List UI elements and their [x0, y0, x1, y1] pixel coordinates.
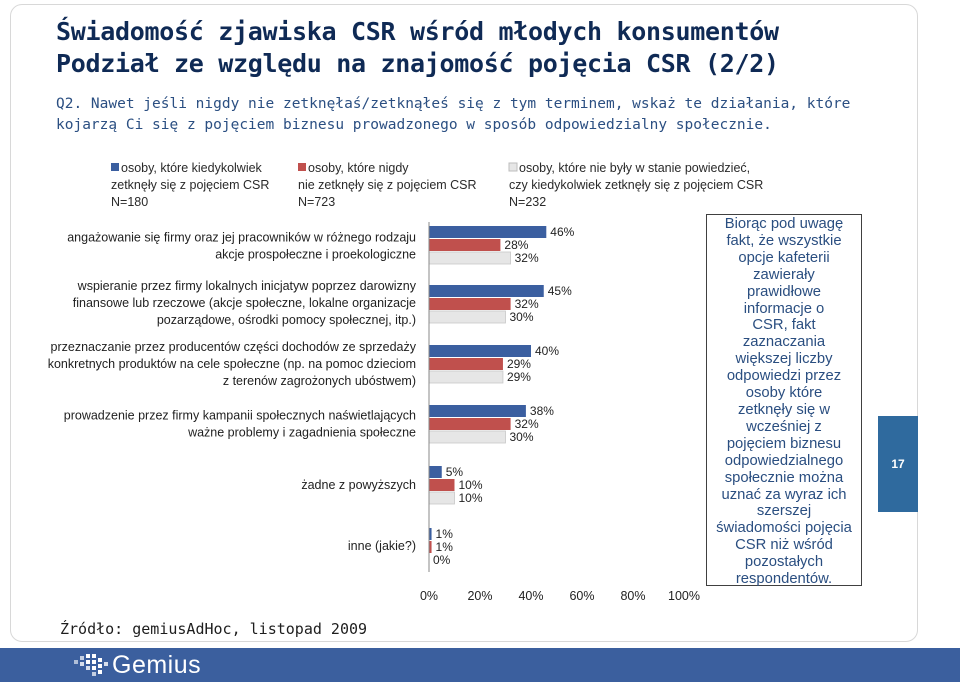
category-label: angażowanie się firmy oraz jej pracownik… — [67, 231, 416, 245]
legend-entry: N=232 — [509, 195, 546, 209]
bar — [428, 491, 455, 505]
x-tick-label: 40% — [518, 589, 543, 603]
note-line: większej liczby — [735, 351, 833, 368]
note-line: świadomości pojęcia — [716, 520, 852, 537]
title-line-2: Podział ze względu na znajomość pojęcia … — [56, 49, 779, 78]
note-line: prawidłowe — [746, 283, 822, 300]
value-label: 46% — [550, 225, 574, 239]
value-label: 28% — [504, 238, 528, 252]
x-tick-label: 0% — [420, 589, 438, 603]
legend-swatch — [111, 163, 119, 171]
note-line: odpowiedzi przez — [726, 368, 842, 385]
note-line: respondentów. — [735, 571, 833, 588]
legend-entry: N=180 — [111, 195, 148, 209]
note-line: pojęciem biznesu — [726, 435, 842, 452]
category-label: pozarządowe, ośrodki pomocy społecznej, … — [157, 313, 416, 327]
value-label: 29% — [507, 370, 531, 384]
bar — [429, 541, 432, 553]
value-label: 10% — [459, 478, 483, 492]
x-tick-label: 80% — [620, 589, 645, 603]
footer-bar: Gemius — [0, 648, 960, 682]
category-label: żadne z powyższych — [301, 478, 416, 492]
legend-swatch — [298, 163, 306, 171]
bar — [429, 285, 544, 297]
page-number-tab: 17 — [878, 416, 918, 512]
bar — [429, 345, 531, 357]
value-label: 45% — [548, 284, 572, 298]
bar — [429, 239, 501, 251]
note-line: uznać za wyraz ich — [721, 486, 847, 503]
category-label: wspieranie przez firmy lokalnych inicjat… — [77, 279, 417, 293]
legend-entry: zetknęły się z pojęciem CSR — [111, 178, 269, 192]
survey-question: Q2. Nawet jeśli nigdy nie zetknęłaś/zetk… — [56, 96, 851, 133]
source-note: Źródło: gemiusAdHoc, listopad 2009 — [60, 620, 368, 638]
value-label: 32% — [515, 297, 539, 311]
page-number: 17 — [891, 457, 905, 471]
note-line: zetknęły się w — [737, 401, 831, 418]
category-label: przeznaczanie przez producentów części d… — [51, 340, 417, 354]
note-line: pozostałych — [744, 554, 824, 571]
legend-entry: czy kiedykolwiek zetknęły się z pojęciem… — [509, 178, 763, 192]
note-line: społecznie można — [724, 469, 844, 486]
value-label: 40% — [535, 344, 559, 358]
legend-swatch — [508, 162, 518, 172]
value-label: 1% — [436, 540, 454, 554]
bar — [429, 226, 547, 238]
category-label: prowadzenie przez firmy kampanii społecz… — [64, 409, 416, 423]
note-line: informacje o — [743, 300, 825, 317]
bar — [429, 528, 432, 540]
legend-entry: osoby, które nie były w stanie powiedzie… — [519, 161, 750, 175]
category-label: inne (jakie?) — [348, 539, 416, 553]
bar — [428, 251, 511, 265]
category-label: z terenów zagrożonych ubóstwem) — [223, 374, 416, 388]
value-label: 0% — [433, 553, 451, 567]
value-label: 32% — [515, 251, 539, 265]
bar — [429, 358, 503, 370]
legend-entry: osoby, które kiedykolwiek — [121, 161, 263, 175]
note-line: zaznaczania — [742, 334, 826, 351]
value-label: 5% — [446, 465, 464, 479]
bar — [428, 430, 506, 444]
gemius-logo-text: Gemius — [112, 651, 202, 679]
bar — [429, 418, 511, 430]
note-line: Biorąc pod uwagę — [724, 216, 844, 232]
note-line: CSR, fakt — [752, 317, 816, 334]
value-label: 1% — [436, 527, 454, 541]
note-line: wcześniej z — [746, 418, 822, 435]
value-label: 30% — [510, 310, 534, 324]
note-box: Biorąc pod uwagę fakt, że wszystkie opcje … — [706, 214, 862, 588]
value-label: 38% — [530, 404, 554, 418]
slide-title: Świadomość zjawiska CSR wśród młodych ko… — [56, 16, 779, 80]
legend-entry: nie zetknęły się z pojęciem CSR — [298, 178, 477, 192]
x-tick-label: 60% — [569, 589, 594, 603]
note-line: CSR niż wśród — [735, 537, 833, 554]
category-label: ważne problemy i zagadnienia społeczne — [187, 426, 416, 440]
category-label: konkretnych produktów na cele społeczne … — [48, 357, 416, 371]
bar — [429, 405, 526, 417]
bar — [428, 310, 506, 324]
legend-entry: N=723 — [298, 195, 335, 209]
x-tick-label: 100% — [668, 589, 700, 603]
note-line: zawierały — [753, 266, 815, 283]
bar — [429, 466, 442, 478]
value-label: 29% — [507, 357, 531, 371]
value-label: 32% — [515, 417, 539, 431]
note-line: szerszej — [756, 503, 812, 520]
value-label: 10% — [459, 491, 483, 505]
value-label: 30% — [510, 430, 534, 444]
bar — [429, 298, 511, 310]
note-line: opcje kafeterii — [738, 249, 830, 266]
note-line: odpowiedzialnego — [724, 452, 844, 469]
x-tick-label: 20% — [467, 589, 492, 603]
bar — [429, 479, 455, 491]
title-line-1: Świadomość zjawiska CSR wśród młodych ko… — [56, 17, 779, 46]
category-label: akcje prospołeczne i proekologiczne — [215, 248, 416, 262]
gemius-logo-icon — [74, 654, 108, 676]
category-label: finansowe lub rzeczowe (akcje społeczne,… — [73, 296, 416, 310]
note-line: osoby które — [745, 385, 823, 402]
bar — [428, 370, 504, 384]
legend-entry: osoby, które nigdy — [308, 161, 409, 175]
note-line: fakt, że wszystkie — [726, 232, 842, 249]
